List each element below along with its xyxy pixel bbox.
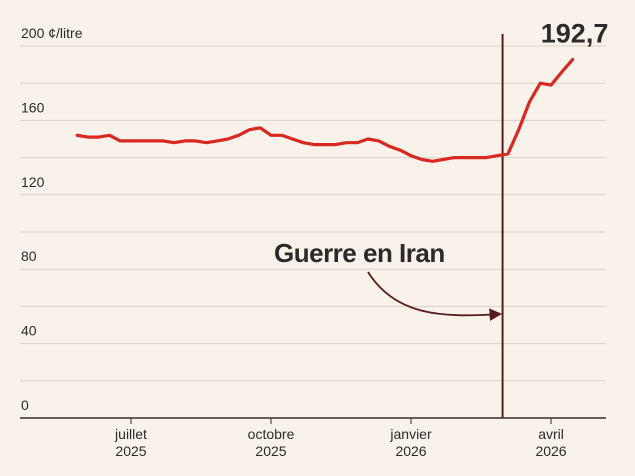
annotation-arrow [367,271,503,321]
x-tick-label: octobre 2025 [248,426,295,459]
y-tick-label: 160 [21,99,45,115]
y-tick-label: 200 ¢/litre [21,25,83,41]
x-tick-label: avril 2026 [535,426,566,459]
grid [20,45,606,424]
y-tick-label: 40 [21,323,37,339]
line [75,58,575,163]
y-tick-label: 0 [21,397,29,413]
value-label: 192,7 [541,19,609,49]
y-tick-label: 80 [21,248,37,264]
plot: Guerre en Iran 192,7 [75,19,609,418]
annotation: Guerre en Iran [274,238,445,268]
x-tick-label: janvier 2026 [389,426,432,459]
x-tick-label: juillet 2025 [114,426,147,459]
y-tick-label: 120 [21,174,45,190]
